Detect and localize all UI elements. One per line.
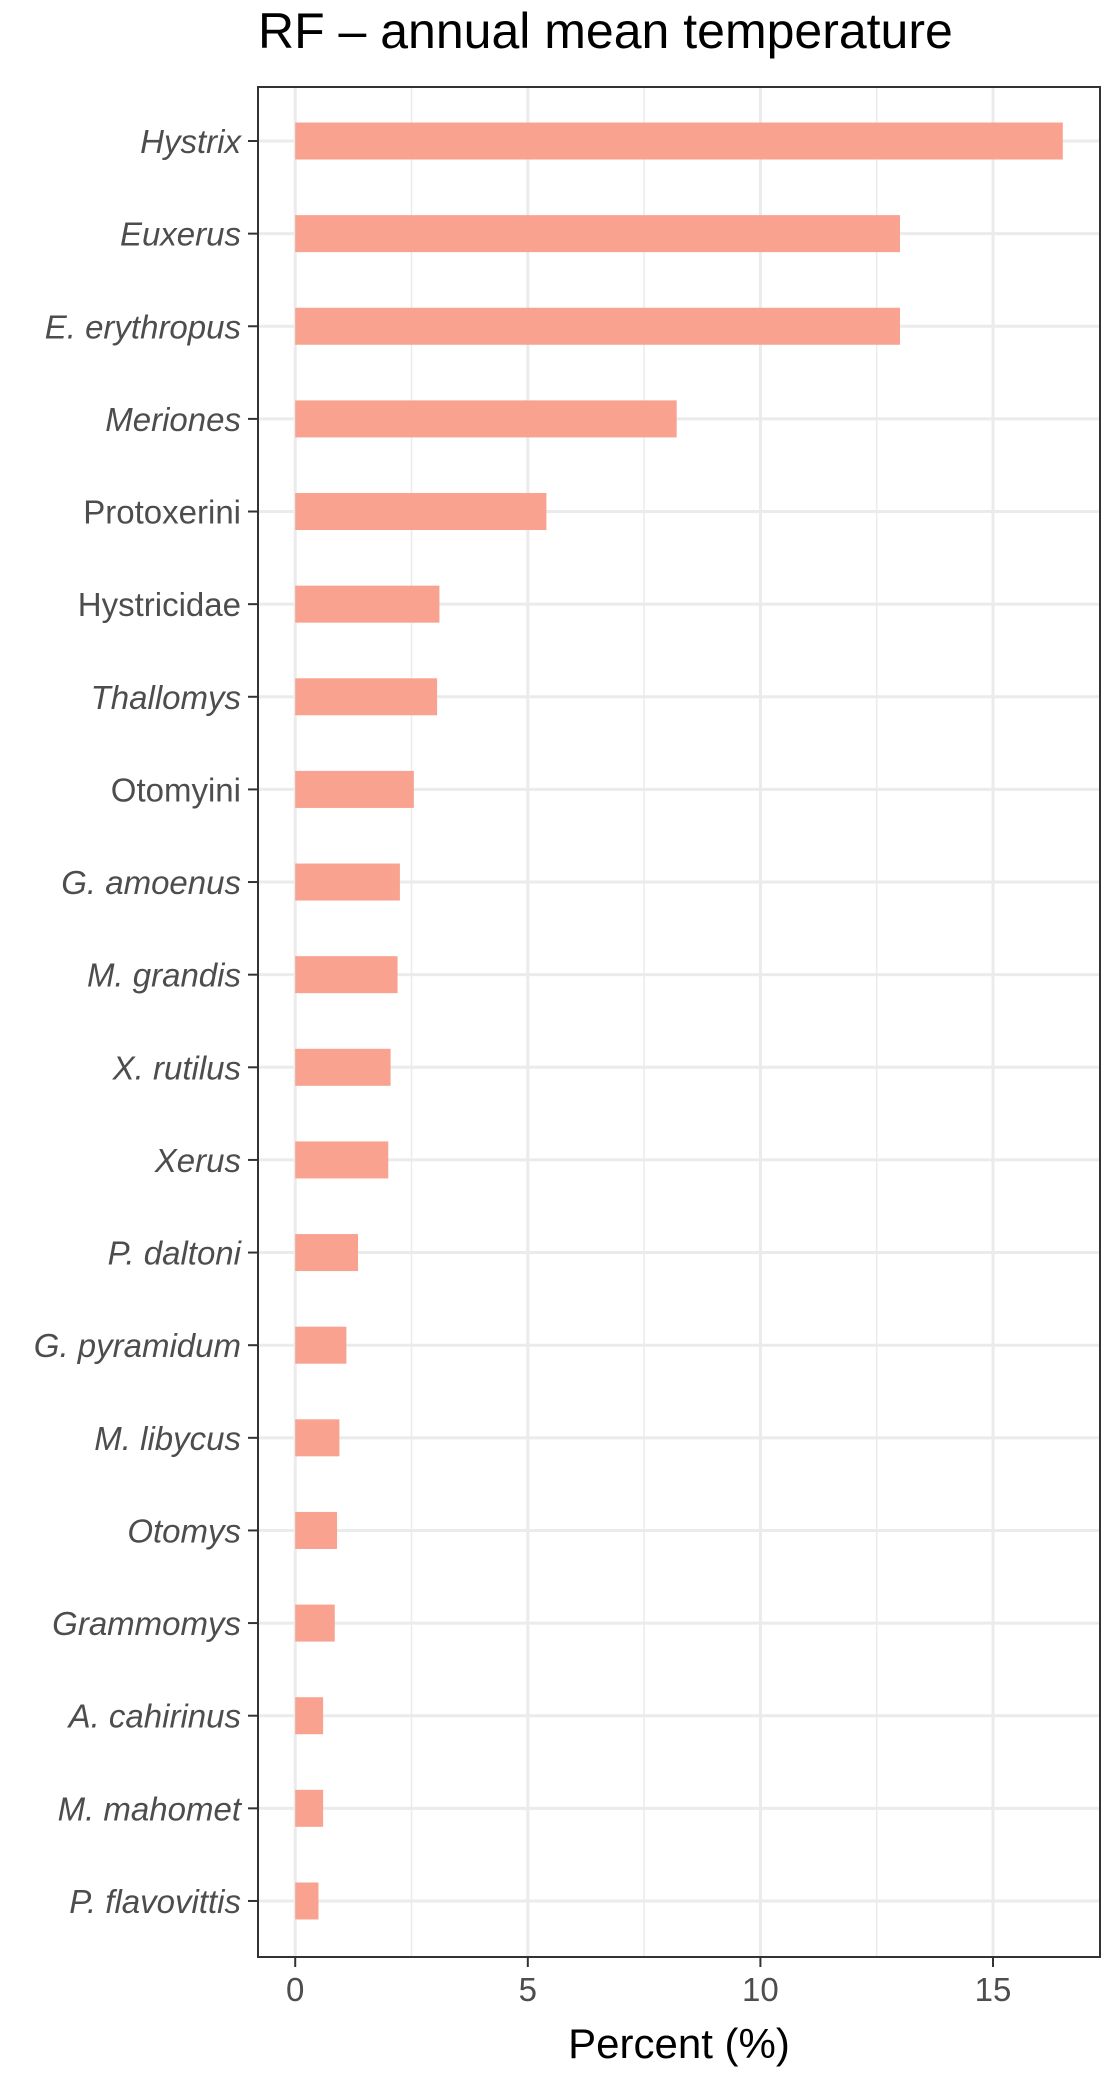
bar — [295, 1604, 335, 1642]
y-tick-label: Thallomys — [91, 679, 241, 716]
panel-border — [257, 86, 1101, 1958]
y-tick-label: G. pyramidum — [34, 1327, 241, 1364]
y-tick-label: M. mahomet — [58, 1790, 243, 1827]
y-tick-label: P. daltoni — [108, 1235, 243, 1272]
bar — [295, 400, 677, 438]
y-tick-label: Hystrix — [140, 123, 242, 160]
y-tick-label: G. amoenus — [61, 864, 241, 901]
y-tick-label: A. cahirinus — [67, 1698, 241, 1735]
bar — [295, 1419, 340, 1457]
grid-layer — [258, 87, 1100, 1957]
bar — [295, 493, 547, 531]
bar — [295, 215, 900, 253]
y-tick-label: P. flavovittis — [69, 1883, 241, 1920]
y-axis: Hystrix Euxerus E. erythropus Meriones Proto… — [34, 123, 258, 1920]
bar — [295, 307, 900, 345]
bar — [295, 1141, 389, 1179]
bar — [295, 1511, 338, 1549]
bar — [295, 1048, 391, 1086]
bar — [295, 863, 400, 901]
y-tick-label: Meriones — [105, 401, 241, 438]
y-tick-label: Otomyini — [111, 771, 241, 808]
x-tick-label: 15 — [975, 1971, 1012, 2008]
x-tick-label: 5 — [519, 1971, 537, 2008]
y-tick-label: Otomys — [127, 1512, 241, 1549]
y-tick-label: Hystricidae — [78, 586, 241, 623]
bar — [295, 1789, 324, 1827]
bar — [295, 1326, 347, 1364]
bar — [295, 770, 414, 808]
bar — [295, 1697, 324, 1735]
y-tick-label: M. grandis — [87, 957, 241, 994]
bar — [295, 956, 398, 994]
y-tick-label: E. erythropus — [45, 308, 241, 345]
bar-layer — [295, 122, 1063, 1920]
y-tick-label: M. libycus — [94, 1420, 241, 1457]
bar — [295, 1234, 359, 1272]
y-tick-label: X. rutilus — [112, 1049, 241, 1086]
y-tick-label: Euxerus — [120, 216, 241, 253]
y-tick-label: Xerus — [154, 1142, 241, 1179]
x-tick-label: 10 — [742, 1971, 779, 2008]
bar — [295, 1882, 319, 1920]
bar — [295, 678, 438, 716]
y-tick-label: Protoxerini — [83, 494, 241, 531]
y-tick-label: Grammomys — [52, 1605, 241, 1642]
x-axis-title: Percent (%) — [568, 2020, 790, 2067]
bar — [295, 122, 1063, 160]
bar — [295, 585, 440, 623]
x-axis: 0 5 10 15 — [286, 1957, 1011, 2008]
x-tick-label: 0 — [286, 1971, 304, 2008]
chart-title: RF – annual mean temperature — [258, 3, 953, 59]
